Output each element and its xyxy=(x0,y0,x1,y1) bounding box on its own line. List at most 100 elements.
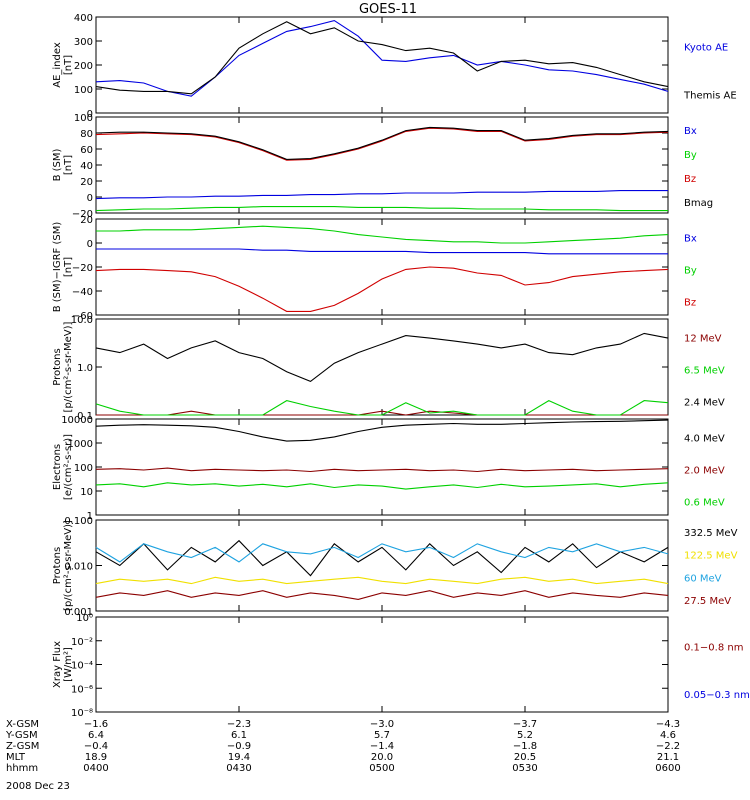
series-line-by xyxy=(96,225,669,244)
series-line-60-mev xyxy=(95,543,669,563)
series-line-122-5-mev xyxy=(95,576,669,585)
x-axis-value: 21.1 xyxy=(657,752,679,763)
x-axis-value: −4.3 xyxy=(656,719,680,730)
y-tick-label: 0 xyxy=(87,109,93,120)
x-axis-value: −1.4 xyxy=(370,741,394,752)
y-tick-label: 1.0 xyxy=(77,363,93,374)
y-tick-label: 0.010 xyxy=(64,562,93,573)
x-axis-row-label: hhmm xyxy=(6,763,38,774)
x-axis-value: −0.9 xyxy=(227,741,251,752)
series-line-332-5-mev xyxy=(95,539,669,577)
panel-frame xyxy=(95,519,669,612)
legend-entry: 0.1−0.8 nm xyxy=(684,642,743,653)
legend-entry: 12 MeV xyxy=(684,333,722,344)
series-line-4-0-mev xyxy=(95,419,669,442)
legend-entry: Kyoto AE xyxy=(684,43,728,54)
series-line-themis-ae xyxy=(95,21,669,95)
y-tick-label: −60 xyxy=(72,311,93,322)
legend-entry: By xyxy=(684,150,697,161)
x-axis-value: −3.0 xyxy=(370,719,394,730)
y-tick-label: 400 xyxy=(74,13,93,24)
y-axis-label: Xray Flux[W/m²] xyxy=(52,641,74,688)
x-axis-value: 0430 xyxy=(226,763,251,774)
y-tick-label: 10⁻⁶ xyxy=(71,684,93,695)
y-tick-label: 10⁻⁴ xyxy=(71,661,93,672)
y-tick-label: −20 xyxy=(72,209,93,220)
y-axis-label: Electrons[e/(cm²-s-sr)] xyxy=(52,434,74,500)
y-tick-label: 100 xyxy=(74,85,93,96)
x-axis-value: 20.0 xyxy=(371,752,393,763)
y-tick-label: 40 xyxy=(80,161,93,172)
y-tick-label: 10⁻⁸ xyxy=(71,708,93,719)
y-tick-label: 10.0 xyxy=(71,315,93,326)
y-tick-label: 10⁻² xyxy=(71,637,93,648)
series-line-by xyxy=(95,206,668,212)
x-axis-value: −1.6 xyxy=(84,719,108,730)
y-tick-label: 60 xyxy=(80,145,93,156)
x-axis-value: −0.4 xyxy=(84,741,108,752)
x-axis-value: 0600 xyxy=(655,763,680,774)
y-tick-label: 200 xyxy=(74,61,93,72)
y-tick-label: 0 xyxy=(87,239,93,250)
series-line-27-5-mev xyxy=(95,590,669,600)
x-axis-row-label: Y-GSM xyxy=(5,730,38,741)
y-tick-label: 1000 xyxy=(68,439,93,450)
series-line-12-mev xyxy=(96,410,668,416)
series-line-bz xyxy=(95,266,669,312)
y-tick-label: 20 xyxy=(80,177,93,188)
y-tick-label: −40 xyxy=(72,287,93,298)
y-tick-label: 0 xyxy=(87,193,93,204)
y-axis-label: Protons[p/(cm²-s-sr-MeV)] xyxy=(52,520,74,611)
panel-bsm_igrf: −60 −40 −20 0 20 B (SM)−IGRF (SM)[nT] Bx By Bz xyxy=(52,215,697,322)
y-axis-label: AE_index[nT] xyxy=(52,42,74,88)
x-axis-row-label: X-GSM xyxy=(6,719,39,730)
legend-entry: Bx xyxy=(684,126,697,137)
y-axis-label: B (SM)[nT] xyxy=(52,148,74,181)
x-axis-row-label: MLT xyxy=(6,752,26,763)
panel-electrons: 1 10 100 1000 10000 Electrons[e/(cm²-s-sr)] 4.… xyxy=(52,415,725,522)
panel-frame xyxy=(95,116,669,214)
y-axis-label: B (SM)−IGRF (SM)[nT] xyxy=(52,222,74,313)
legend-entry: 27.5 MeV xyxy=(684,596,731,607)
y-tick-label: 100 xyxy=(74,113,93,124)
x-axis-value: −2.2 xyxy=(656,741,680,752)
x-axis-row-label: Z-GSM xyxy=(6,741,39,752)
legend-entry: Bmag xyxy=(684,198,713,209)
y-tick-label: 100 xyxy=(74,463,93,474)
panel-frame xyxy=(95,418,669,516)
y-tick-label: 1 xyxy=(87,511,93,522)
legend-entry: Themis AE xyxy=(683,91,737,102)
legend-entry: 6.5 MeV xyxy=(684,365,725,376)
series-line-2-4-mev xyxy=(95,332,669,383)
x-axis-value: 19.4 xyxy=(228,752,250,763)
legend-entry: 0.6 MeV xyxy=(684,497,725,508)
panel-bsm: −20 0 20 40 60 80 100 B (SM)[nT] Bx By Bz Bmag xyxy=(52,113,713,220)
x-axis-value: 0500 xyxy=(369,763,394,774)
legend-entry: Bz xyxy=(684,174,696,185)
series-line-2-0-mev xyxy=(95,467,669,473)
panel-ae: 0 100 200 300 400 AE_index[nT] Kyoto AE Themis … xyxy=(52,13,737,120)
y-tick-label: 0.001 xyxy=(64,607,93,618)
legend-entry: 332.5 MeV xyxy=(684,528,738,539)
panel-xray: 10⁻⁸ 10⁻⁶ 10⁻⁴ 10⁻² 10⁰ Xray Flux[W/m²] 0.1−0.… xyxy=(52,613,750,719)
y-tick-label: 0.100 xyxy=(64,516,93,527)
series-line-bmag xyxy=(95,126,669,160)
panel-frame xyxy=(95,218,669,316)
series-line-0-6-mev xyxy=(95,482,669,490)
legend-entry: 2.0 MeV xyxy=(684,465,725,476)
legend-entry: 2.4 MeV xyxy=(684,397,725,408)
series-line-6-5-mev xyxy=(95,399,669,416)
x-axis-value: 4.6 xyxy=(660,730,676,741)
panel-protons2: 0.001 0.010 0.100Protons[p/(cm²-s-sr-MeV)]… xyxy=(52,516,738,618)
legend-entry: Bx xyxy=(684,233,697,244)
x-axis-value: −2.3 xyxy=(227,719,251,730)
series-line-kyoto-ae xyxy=(95,20,669,97)
legend-entry: By xyxy=(684,265,697,276)
x-axis-value: 20.5 xyxy=(514,752,536,763)
y-axis-label: Protons[p/(cm²-s-sr-MeV)] xyxy=(52,321,74,412)
x-axis-value: −3.7 xyxy=(513,719,537,730)
